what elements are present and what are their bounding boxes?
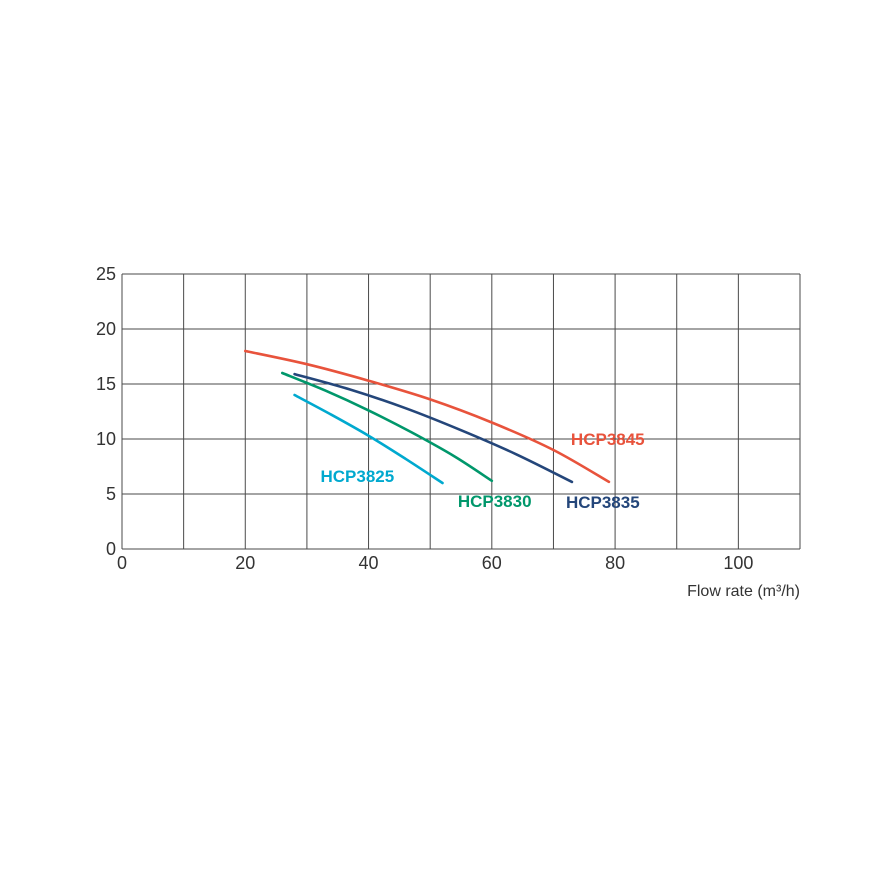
chart-curves: [243, 349, 611, 485]
y-tick-label: 10: [96, 429, 116, 449]
y-tick-label: 20: [96, 319, 116, 339]
series-label-hcp3845: HCP3845: [571, 430, 645, 449]
x-tick-label: 60: [482, 553, 502, 573]
x-tick-label: 20: [235, 553, 255, 573]
series-line-hcp3845: [243, 349, 611, 484]
series-line-hcp3835: [293, 372, 574, 484]
y-tick-label: 25: [96, 264, 116, 284]
series-line-hcp3825: [293, 393, 444, 485]
x-axis-ticks: 0 20 40 60 80 100: [117, 553, 753, 573]
x-tick-label: 100: [723, 553, 753, 573]
x-axis-label: Flow rate (m³/h): [687, 583, 800, 600]
y-tick-label: 15: [96, 374, 116, 394]
y-tick-label: 0: [106, 539, 116, 559]
x-tick-label: 0: [117, 553, 127, 573]
chart-grid: [121, 273, 801, 550]
series-label-hcp3825: HCP3825: [321, 467, 395, 486]
x-tick-label: 40: [359, 553, 379, 573]
series-label-hcp3830: HCP3830: [458, 492, 532, 511]
series-label-hcp3835: HCP3835: [566, 493, 640, 512]
series-line-hcp3830: [280, 371, 494, 483]
x-tick-label: 80: [605, 553, 625, 573]
series-labels: HCP3825 HCP3830 HCP3835 HCP3845: [321, 430, 645, 512]
y-axis-ticks: 0 5 10 15 20 25: [96, 264, 116, 559]
y-tick-label: 5: [106, 484, 116, 504]
